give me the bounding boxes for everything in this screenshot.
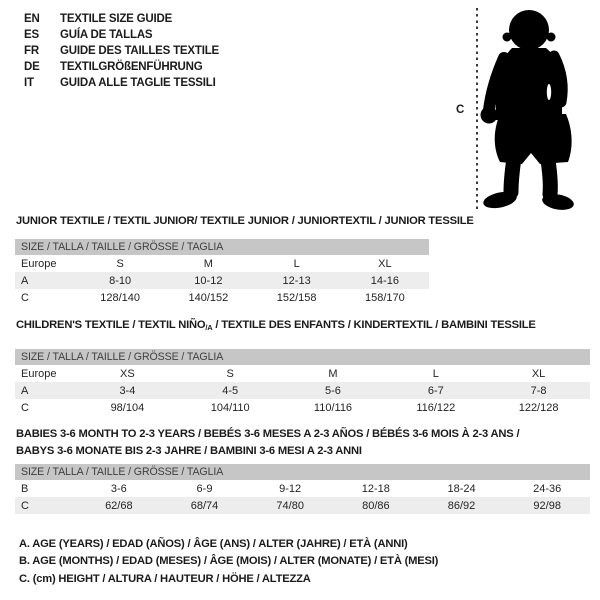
table-cell: 12-13: [282, 274, 311, 287]
size-header-bar: SIZE / TALLA / TAILLE / GRÖSSE / TAGLIA: [15, 239, 429, 255]
table-row: C 128/140 140/152 152/158 158/170: [15, 289, 429, 306]
table-cell: 104/110: [210, 401, 250, 414]
language-title: GUIDE DES TAILLES TEXTILE: [60, 45, 219, 57]
table-cell: 3-4: [119, 384, 136, 397]
column-header: M: [203, 257, 213, 270]
table-row: C 98/104 104/110 110/116 116/122 122/128: [15, 399, 590, 416]
table-cell: 74/80: [276, 499, 304, 512]
row-label: A: [21, 274, 29, 287]
language-title: GUIDA ALLE TAGLIE TESSILI: [60, 77, 216, 89]
table-cell: 128/140: [100, 291, 140, 304]
size-header-bar: SIZE / TALLA / TAILLE / GRÖSSE / TAGLIA: [15, 464, 590, 480]
height-label-c: C: [456, 104, 465, 116]
language-row: FR GUIDE DES TAILLES TEXTILE: [24, 43, 219, 59]
row-label: B: [21, 482, 29, 495]
column-header: M: [328, 367, 338, 380]
table-cell: 86/92: [447, 499, 476, 512]
table-header-row: Europe S M L XL: [15, 255, 429, 272]
children-title-rest: / TEXTILE DES ENFANTS / KINDERTEXTIL / B…: [212, 319, 536, 331]
column-header: S: [116, 257, 124, 270]
size-header-bar: SIZE / TALLA / TAILLE / GRÖSSE / TAGLIA: [15, 349, 590, 365]
column-header: S: [226, 367, 234, 380]
table-header-row: Europe XS S M L XL: [15, 365, 590, 382]
language-row: EN TEXTILE SIZE GUIDE: [24, 11, 219, 27]
table-cell: 12-18: [361, 482, 390, 495]
language-code: DE: [24, 61, 40, 73]
table-cell: 98/104: [110, 401, 145, 414]
babies-size-table: SIZE / TALLA / TAILLE / GRÖSSE / TAGLIA …: [15, 464, 590, 514]
language-code: IT: [24, 77, 34, 89]
children-size-table: SIZE / TALLA / TAILLE / GRÖSSE / TAGLIA …: [15, 349, 590, 416]
column-header: XL: [531, 367, 546, 380]
region-label: Europe: [21, 257, 57, 270]
table-cell: 24-36: [533, 482, 562, 495]
children-table-title: CHILDREN'S TEXTILE / TEXTIL NIÑO/A / TEX…: [16, 319, 536, 332]
table-cell: 152/158: [276, 291, 317, 304]
column-header: L: [293, 257, 300, 270]
table-cell: 7-8: [530, 384, 547, 397]
table-cell: 3-6: [110, 482, 127, 495]
region-label: Europe: [21, 367, 57, 380]
children-title-main: CHILDREN'S TEXTILE / TEXTIL NIÑO: [16, 319, 206, 331]
row-label: C: [21, 401, 29, 414]
table-cell: 80/86: [362, 499, 390, 512]
table-row: B 3-6 6-9 9-12 12-18 18-24 24-36: [15, 480, 590, 497]
table-row: A 3-4 4-5 5-6 6-7 7-8: [15, 382, 590, 399]
row-label: C: [21, 499, 29, 512]
baby-silhouette-icon: [480, 10, 574, 210]
note-age-months: B. AGE (MONTHS) / EDAD (MESES) / ÂGE (MO…: [19, 555, 439, 568]
table-cell: 62/68: [105, 499, 133, 512]
language-title: TEXTILE SIZE GUIDE: [60, 13, 173, 25]
language-row: IT GUIDA ALLE TAGLIE TESSILI: [24, 75, 219, 91]
table-cell: 9-12: [279, 482, 302, 495]
table-cell: 18-24: [447, 482, 476, 495]
row-label: C: [21, 291, 29, 304]
language-row: ES GUÍA DE TALLAS: [24, 27, 219, 43]
table-row: A 8-10 10-12 12-13 14-16: [15, 272, 429, 289]
table-cell: 5-6: [325, 384, 341, 397]
table-cell: 6-7: [427, 384, 444, 397]
table-cell: 158/170: [364, 291, 405, 304]
table-cell: 10-12: [194, 274, 223, 287]
babies-title-line1: BABIES 3-6 MONTH TO 2-3 YEARS / BEBÉS 3-…: [16, 428, 520, 440]
height-measure-dotted-line: [476, 8, 478, 212]
table-cell: 110/116: [313, 401, 353, 414]
row-label: A: [21, 384, 29, 397]
column-header: XS: [120, 367, 135, 380]
language-title: GUÍA DE TALLAS: [60, 29, 153, 41]
table-cell: 140/152: [188, 291, 229, 304]
children-title-subscript: /A: [205, 323, 213, 332]
table-cell: 4-5: [222, 384, 239, 397]
column-header: XL: [378, 257, 392, 270]
language-code: EN: [24, 13, 40, 25]
column-header: L: [432, 367, 439, 380]
table-cell: 92/98: [533, 499, 561, 512]
junior-table-title: JUNIOR TEXTILE / TEXTIL JUNIOR/ TEXTILE …: [16, 215, 474, 227]
language-title: TEXTILGRÖßENFÜHRUNG: [60, 61, 203, 73]
table-cell: 8-10: [109, 274, 132, 287]
babies-table-title: BABIES 3-6 MONTH TO 2-3 YEARS / BEBÉS 3-…: [16, 426, 520, 460]
note-height-cm: C. (cm) HEIGHT / ALTURA / HAUTEUR / HÖHE…: [19, 572, 311, 585]
babies-title-line2: BABYS 3-6 MONATE BIS 2-3 JAHRE / BAMBINI…: [16, 445, 362, 457]
table-cell: 6-9: [196, 482, 213, 495]
language-list: EN TEXTILE SIZE GUIDE ES GUÍA DE TALLAS …: [24, 11, 219, 91]
table-row: C 62/68 68/74 74/80 80/86 86/92 92/98: [15, 497, 590, 514]
table-cell: 14-16: [370, 274, 399, 287]
table-cell: 122/128: [518, 401, 559, 414]
language-code: ES: [24, 29, 39, 41]
table-cell: 68/74: [190, 499, 219, 512]
junior-size-table: SIZE / TALLA / TAILLE / GRÖSSE / TAGLIA …: [15, 239, 429, 306]
legend-notes: A. AGE (YEARS) / EDAD (AÑOS) / ÂGE (ANS)…: [19, 536, 438, 588]
language-row: DE TEXTILGRÖßENFÜHRUNG: [24, 59, 219, 75]
language-code: FR: [24, 45, 39, 57]
note-age-years: A. AGE (YEARS) / EDAD (AÑOS) / ÂGE (ANS)…: [19, 538, 408, 550]
table-cell: 116/122: [416, 401, 456, 414]
